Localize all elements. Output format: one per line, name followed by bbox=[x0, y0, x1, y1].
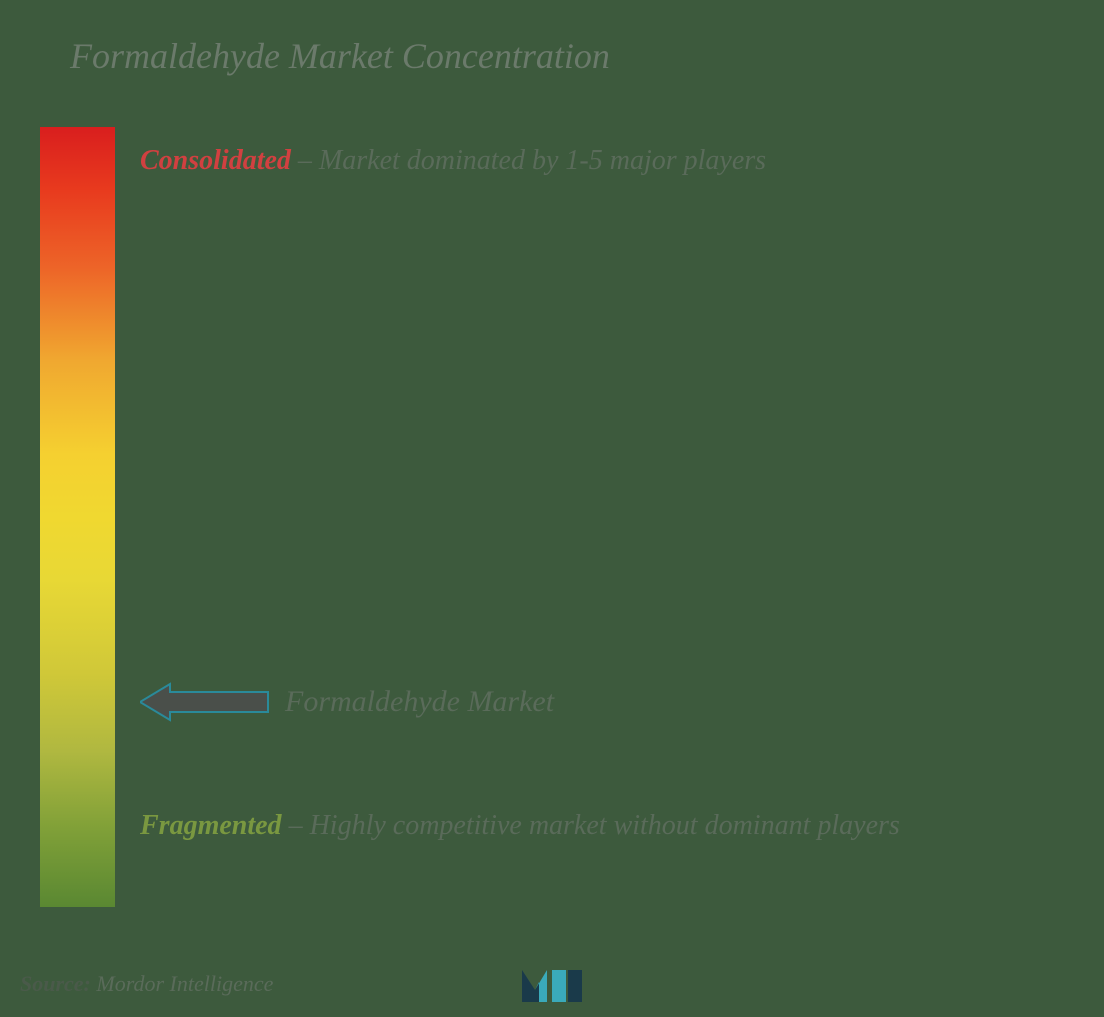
source-name: Mordor Intelligence bbox=[96, 971, 273, 996]
fragmented-bold-label: Fragmented bbox=[140, 810, 282, 841]
market-position-marker: Formaldehyde Market bbox=[140, 682, 554, 722]
footer: Source: Mordor Intelligence bbox=[20, 971, 1084, 997]
fragmented-text: Fragmented – Highly competitive market w… bbox=[140, 797, 900, 856]
consolidated-bold-label: Consolidated bbox=[140, 145, 291, 176]
consolidated-label-block: Consolidated – Market dominated by 1-5 m… bbox=[140, 132, 766, 191]
concentration-gradient-bar bbox=[40, 127, 115, 907]
arrow-left-icon bbox=[140, 682, 270, 722]
logo-container bbox=[517, 962, 587, 1007]
chart-title: Formaldehyde Market Concentration bbox=[70, 35, 1074, 77]
market-marker-label: Formaldehyde Market bbox=[285, 685, 554, 719]
source-citation: Source: Mordor Intelligence bbox=[20, 971, 273, 997]
consolidated-description: – Market dominated by 1-5 major players bbox=[291, 145, 766, 176]
fragmented-label-block: Fragmented – Highly competitive market w… bbox=[140, 797, 900, 856]
content-area: Consolidated – Market dominated by 1-5 m… bbox=[40, 127, 1074, 907]
fragmented-description: – Highly competitive market without domi… bbox=[282, 810, 900, 841]
source-label: Source: bbox=[20, 971, 96, 996]
consolidated-text: Consolidated – Market dominated by 1-5 m… bbox=[140, 132, 766, 191]
mordor-logo-icon bbox=[517, 962, 587, 1007]
